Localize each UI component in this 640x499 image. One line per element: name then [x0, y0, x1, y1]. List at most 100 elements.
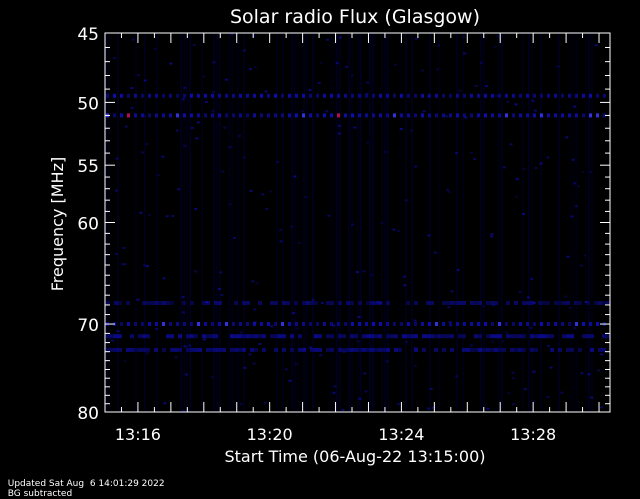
spectrogram-cell [456, 93, 459, 98]
spectrogram-noise [184, 373, 188, 376]
spectrogram-cell [146, 301, 150, 305]
spectrogram-cell [190, 322, 193, 326]
spectrogram-noise [332, 324, 336, 327]
spectrogram-noise [575, 205, 578, 208]
spectrogram-noise [511, 371, 515, 374]
spectrogram-noise [130, 87, 134, 89]
spectrogram-cell [533, 113, 536, 118]
spectrogram-noise [143, 264, 146, 267]
spectrogram-noise [507, 392, 511, 395]
spectrogram-cell [126, 347, 130, 352]
spectrogram-cell [298, 347, 302, 352]
spectrogram-cell [155, 322, 158, 326]
spectrogram-cell [354, 347, 358, 352]
spectrogram-cell [146, 334, 150, 339]
spectrogram-cell [590, 347, 594, 352]
spectrogram-streak [531, 33, 533, 412]
spectrogram-noise [342, 350, 346, 353]
spectrogram-noise [532, 301, 536, 304]
spectrogram-cell [566, 347, 570, 352]
spectrogram-cell [575, 93, 578, 98]
spectrogram-cell [260, 113, 263, 118]
spectrogram-cell [134, 347, 138, 352]
spectrogram-noise [436, 68, 439, 71]
spectrogram-noise [177, 188, 181, 191]
spectrogram-noise [228, 203, 232, 206]
spectrogram-noise [420, 69, 424, 72]
spectrogram-cell [254, 334, 258, 339]
spectrogram-cell [449, 93, 452, 98]
spectrogram-cell [282, 334, 286, 339]
spectrogram-noise [413, 319, 417, 322]
spectrogram-noise [427, 95, 431, 98]
updated-timestamp: Updated Sat Aug 6 14:01:29 2022 [7, 479, 165, 489]
spectrogram-cell [342, 334, 346, 339]
spectrogram-noise [238, 134, 242, 137]
spectrogram-cell [344, 322, 347, 326]
spectrogram-cell [326, 334, 330, 339]
spectrogram-cell [211, 113, 214, 118]
spectrogram-noise [469, 151, 473, 154]
spectrogram-noise [549, 366, 553, 369]
spectrogram-cell [435, 93, 438, 98]
spectrogram-streak [348, 33, 350, 412]
spectrogram-noise [404, 340, 408, 343]
spectrogram-cell [238, 347, 242, 352]
spectrogram-cell [197, 93, 200, 98]
spectrogram-noise [251, 280, 255, 283]
spectrogram-noise [534, 167, 538, 169]
spectrogram-streak [585, 33, 587, 412]
spectrogram-noise [427, 407, 430, 410]
spectrogram-cell [142, 334, 146, 339]
spectrogram-noise [546, 156, 550, 159]
spectrogram-cell [414, 322, 417, 326]
spectrogram-cell [134, 93, 137, 98]
spectrogram-cell [498, 113, 501, 118]
y-tick-label: 80 [77, 404, 99, 424]
spectrogram-cell [478, 301, 482, 305]
spectrogram-noise [148, 214, 152, 217]
spectrogram-streak [438, 33, 440, 412]
spectrogram-cell [602, 334, 606, 339]
spectrogram-noise [526, 296, 530, 299]
spectrogram-streak [339, 33, 341, 412]
spectrogram-noise [221, 170, 225, 173]
spectrogram-noise [358, 397, 362, 400]
spectrogram-cell [474, 347, 478, 352]
spectrogram-cell [498, 93, 501, 98]
spectrogram-cell [206, 347, 210, 352]
spectrogram-cell [326, 347, 330, 352]
spectrogram-cell [338, 347, 342, 352]
spectrogram-noise [223, 126, 227, 129]
spectrogram-cell [302, 93, 305, 98]
spectrogram-cell [162, 322, 165, 326]
spectrogram-cell [204, 113, 207, 118]
spectrogram-cell [386, 301, 390, 305]
spectrogram-noise [279, 229, 283, 232]
spectrogram-cell [372, 322, 375, 326]
spectrogram-cell [281, 113, 284, 118]
chart-title: Solar radio Flux (Glasgow) [230, 6, 480, 28]
spectrogram-cell [512, 322, 515, 326]
spectrogram-noise [263, 402, 267, 404]
spectrogram-cell [370, 301, 374, 305]
spectrogram-cell [450, 347, 454, 352]
spectrogram-streak [588, 33, 590, 412]
spectrogram-cell [346, 301, 350, 305]
spectrogram-cell [589, 93, 592, 98]
y-axis-label: Frequency [MHz] [48, 157, 67, 291]
spectrogram-noise [514, 103, 518, 106]
spectrogram-cell [414, 334, 418, 339]
spectrogram-cell [474, 334, 478, 339]
spectrogram-cell [386, 93, 389, 98]
spectrogram-cell [426, 334, 430, 339]
spectrogram-cell [330, 301, 334, 305]
spectrogram-cell [118, 347, 122, 352]
spectrogram-cell [218, 322, 221, 326]
spectrogram-noise [589, 170, 593, 173]
spectrogram-cell [246, 93, 249, 98]
spectrogram-cell [494, 301, 498, 305]
spectrogram-cell [522, 347, 526, 352]
spectrogram-streak [351, 33, 353, 412]
spectrogram-cell [260, 322, 263, 326]
